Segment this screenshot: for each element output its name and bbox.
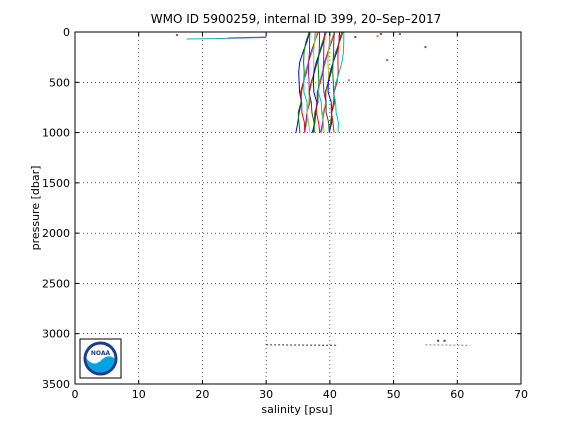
outlier-point — [424, 46, 427, 49]
outlier-segment — [266, 344, 337, 346]
x-tick-label: 30 — [259, 388, 273, 401]
x-tick-label: 20 — [195, 388, 209, 401]
outlier-segment — [425, 344, 471, 346]
outlier-point — [386, 59, 389, 62]
y-tick-label: 2500 — [42, 277, 70, 290]
plot-area-frame — [74, 31, 522, 385]
grid-lines — [75, 32, 521, 384]
outlier-point — [338, 35, 341, 38]
x-tick-label: 10 — [132, 388, 146, 401]
outlier-point — [443, 339, 446, 342]
profile-line — [333, 31, 345, 133]
x-tick-label: 70 — [514, 388, 528, 401]
x-tick-label: 40 — [323, 388, 337, 401]
chart-title: WMO ID 5900259, internal ID 399, 20–Sep–… — [151, 12, 442, 26]
profile-line — [308, 31, 321, 133]
y-axis-ticks: 0 500 1000 1500 2000 2500 3000 3500 — [42, 26, 521, 391]
y-tick-label: 1500 — [42, 177, 70, 190]
outlier-point — [437, 339, 440, 342]
x-axis-ticks: 0 10 20 30 40 50 60 70 — [72, 32, 528, 401]
outlier-point — [175, 34, 178, 37]
profile-line — [328, 31, 344, 133]
noaa-logo-wave — [86, 356, 115, 373]
x-tick-label: 60 — [450, 388, 464, 401]
outlier-point — [376, 35, 379, 38]
outlier-point — [398, 33, 401, 36]
profile-line — [315, 31, 326, 133]
y-tick-label: 1000 — [42, 127, 70, 140]
outlier-point — [379, 33, 382, 36]
outlier-marks — [175, 33, 471, 346]
y-tick-label: 500 — [49, 76, 70, 89]
x-axis-label: salinity [psu] — [261, 403, 332, 416]
profile-line — [306, 31, 318, 133]
y-axis-label: pressure [dbar] — [29, 166, 42, 251]
noaa-logo: NOAA — [79, 338, 122, 379]
outlier-point — [347, 79, 350, 82]
noaa-logo-text: NOAA — [91, 350, 111, 357]
y-tick-label: 3000 — [42, 328, 70, 341]
profile-lines — [295, 31, 345, 133]
y-tick-label: 2000 — [42, 227, 70, 240]
x-tick-label: 0 — [72, 388, 79, 401]
profile-line — [304, 31, 319, 133]
y-tick-label: 0 — [63, 26, 70, 39]
outlier-segment — [227, 36, 267, 39]
profile-line — [311, 31, 326, 133]
outlier-point — [354, 36, 357, 39]
profile-line — [330, 31, 343, 133]
profile-line — [313, 31, 327, 133]
x-tick-label: 50 — [387, 388, 401, 401]
y-tick-label: 3500 — [42, 378, 70, 391]
